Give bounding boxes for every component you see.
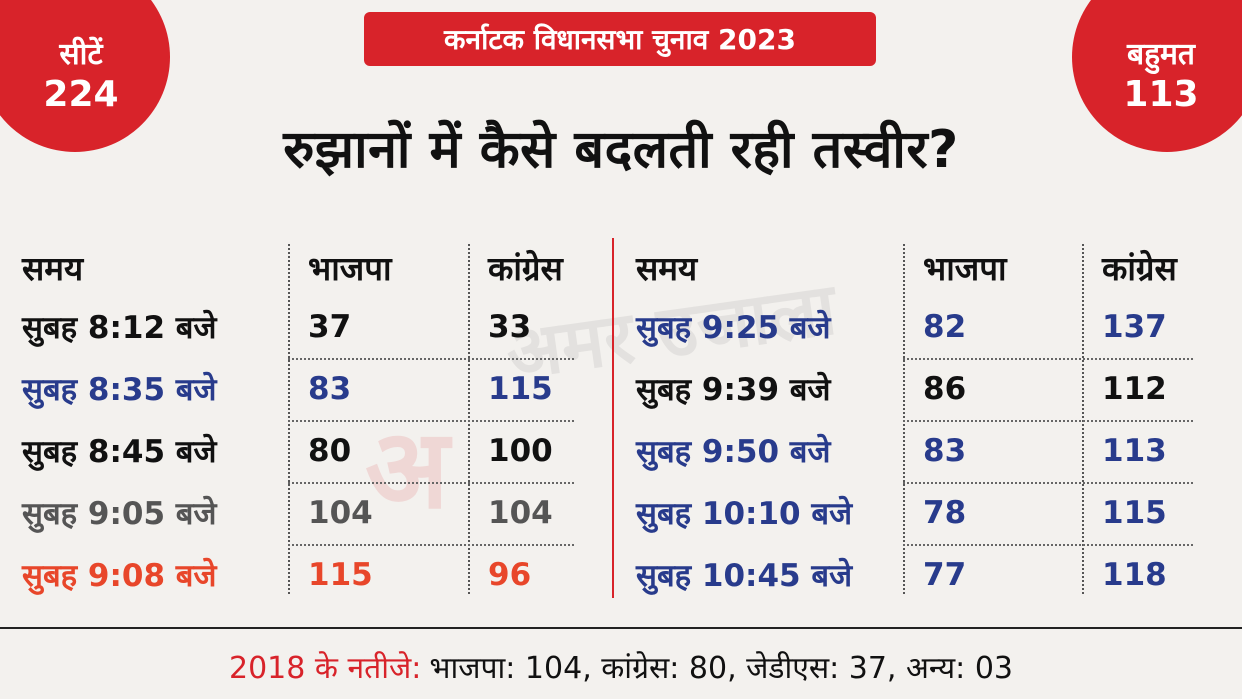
row-bjp-seats: 37 — [308, 309, 352, 345]
column-separator — [468, 244, 470, 594]
results-2018-footer: 2018 के नतीजे: भाजपा: 104, कांग्रेस: 80,… — [0, 636, 1242, 696]
row-congress-seats: 33 — [488, 309, 532, 345]
row-separator — [288, 358, 574, 360]
row-congress-seats: 96 — [488, 557, 532, 593]
column-header-time: समय — [636, 248, 698, 288]
table-divider — [612, 238, 614, 598]
row-separator — [288, 420, 574, 422]
column-header-congress: कांग्रेस — [1102, 248, 1177, 288]
column-separator — [903, 244, 905, 594]
row-congress-seats: 115 — [488, 371, 553, 407]
row-time: सुबह 8:35 बजे — [22, 372, 217, 408]
row-time: सुबह 9:05 बजे — [22, 496, 217, 532]
row-bjp-seats: 104 — [308, 495, 373, 531]
election-banner: कर्नाटक विधानसभा चुनाव 2023 — [364, 12, 876, 66]
row-bjp-seats: 78 — [923, 495, 967, 531]
footer-divider — [0, 627, 1242, 629]
column-header-congress: कांग्रेस — [488, 248, 563, 288]
row-congress-seats: 115 — [1102, 495, 1167, 531]
row-bjp-seats: 80 — [308, 433, 352, 469]
row-bjp-seats: 82 — [923, 309, 967, 345]
row-bjp-seats: 77 — [923, 557, 967, 593]
row-congress-seats: 100 — [488, 433, 553, 469]
row-separator — [903, 358, 1193, 360]
row-congress-seats: 118 — [1102, 557, 1167, 593]
footer-text: भाजपा: 104, कांग्रेस: 80, जेडीएस: 37, अन… — [429, 650, 1013, 686]
row-congress-seats: 104 — [488, 495, 553, 531]
column-separator — [1082, 244, 1084, 594]
seats-badge: सीटें 224 — [0, 0, 170, 152]
seats-label: सीटें — [59, 36, 103, 72]
row-separator — [288, 482, 574, 484]
row-time: सुबह 9:39 बजे — [636, 372, 831, 408]
column-separator — [288, 244, 290, 594]
row-separator — [903, 544, 1193, 546]
row-bjp-seats: 115 — [308, 557, 373, 593]
majority-value: 113 — [1123, 74, 1199, 116]
row-time: सुबह 10:45 बजे — [636, 558, 853, 594]
column-header-bjp: भाजपा — [308, 248, 392, 288]
seats-value: 224 — [43, 74, 119, 116]
row-separator — [288, 544, 574, 546]
column-header-time: समय — [22, 248, 84, 288]
row-bjp-seats: 83 — [308, 371, 352, 407]
footer-label: 2018 के नतीजे: — [229, 650, 422, 686]
row-time: सुबह 10:10 बजे — [636, 496, 853, 532]
row-time: सुबह 9:50 बजे — [636, 434, 831, 470]
row-time: सुबह 9:08 बजे — [22, 558, 217, 594]
row-separator — [903, 482, 1193, 484]
row-time: सुबह 9:25 बजे — [636, 310, 831, 346]
row-bjp-seats: 83 — [923, 433, 967, 469]
row-separator — [903, 420, 1193, 422]
row-congress-seats: 113 — [1102, 433, 1167, 469]
row-congress-seats: 137 — [1102, 309, 1167, 345]
page-title: रुझानों में कैसे बदलती रही तस्वीर? — [283, 120, 959, 180]
row-time: सुबह 8:12 बजे — [22, 310, 217, 346]
row-bjp-seats: 86 — [923, 371, 967, 407]
majority-label: बहुमत — [1126, 36, 1196, 72]
row-time: सुबह 8:45 बजे — [22, 434, 217, 470]
column-header-bjp: भाजपा — [923, 248, 1007, 288]
row-congress-seats: 112 — [1102, 371, 1167, 407]
